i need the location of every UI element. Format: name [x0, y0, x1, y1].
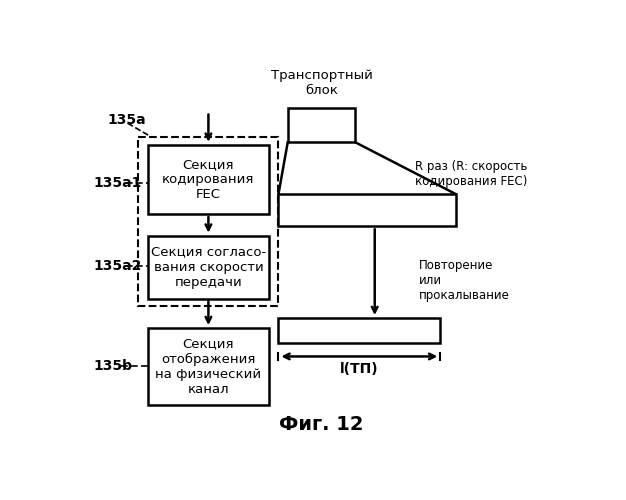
Bar: [288, 108, 356, 142]
Bar: [148, 328, 269, 405]
Bar: [138, 137, 279, 306]
Bar: [148, 144, 269, 214]
Bar: [148, 236, 269, 298]
Text: Секция
кодирования
FEC: Секция кодирования FEC: [162, 158, 255, 201]
Text: 135b: 135b: [94, 360, 133, 374]
Text: 135a1: 135a1: [94, 176, 142, 190]
Text: Секция согласо-
вания скорости
передачи: Секция согласо- вания скорости передачи: [151, 246, 266, 288]
Text: Секция
отображения
на физический
канал: Секция отображения на физический канал: [155, 338, 262, 396]
Text: 135a2: 135a2: [94, 260, 142, 274]
Bar: [279, 318, 440, 342]
Text: 135a: 135a: [108, 113, 146, 127]
Text: Фиг. 12: Фиг. 12: [279, 414, 363, 434]
Bar: [279, 194, 456, 226]
Text: R раз (R: скорость
кодирования FEC): R раз (R: скорость кодирования FEC): [415, 160, 527, 188]
Text: Повторение
или
прокалывание: Повторение или прокалывание: [419, 260, 510, 302]
Text: Транспортный
блок: Транспортный блок: [270, 69, 372, 97]
Text: l(ТП): l(ТП): [340, 362, 379, 376]
